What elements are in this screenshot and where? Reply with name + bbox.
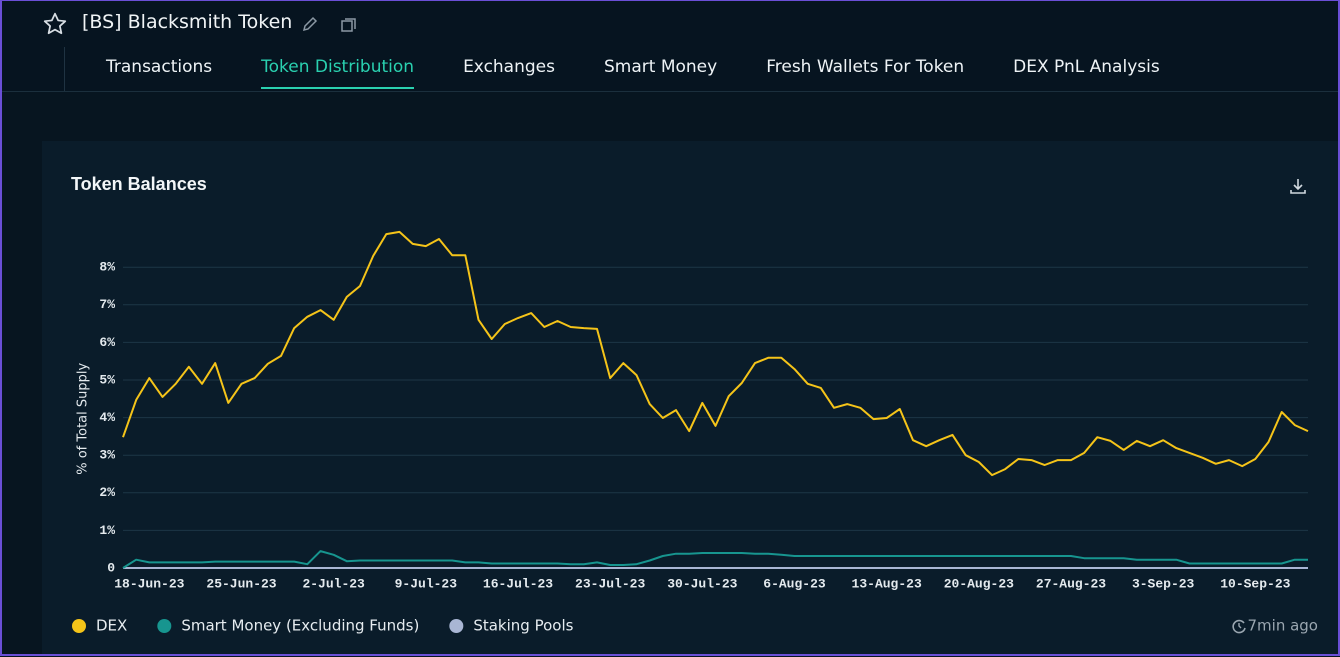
legend-dot [449,619,464,633]
chart-title: Token Balances [71,174,207,194]
x-tick-label: 20-Aug-23 [944,576,1014,591]
legend-label: Staking Pools [473,617,573,635]
y-tick-label: 2% [99,485,115,500]
tab-bar: Transactions Token Distribution Exchanges S… [64,47,1168,91]
data-line [122,230,1309,477]
refresh-hand [1238,623,1242,629]
x-tick-label: 30-Jul-23 [667,576,737,591]
x-tick-label: 13-Aug-23 [852,576,922,591]
legend-dot [157,619,172,633]
data-line [122,550,1308,569]
y-tick-label: 7% [99,297,115,312]
nav-tab[interactable]: Transactions [106,57,213,77]
x-tick-label: 16-Jul-23 [483,576,553,591]
y-tick-label: 0 [107,560,115,575]
legend-dot [72,619,86,633]
y-tick-label: 8% [99,260,115,275]
x-tick-label: 18-Jun-23 [114,576,184,591]
refresh-arc [1232,619,1246,634]
star-icon[interactable] [42,11,68,37]
y-tick-label: 3% [99,448,115,463]
x-tick-label: 23-Jul-23 [575,576,645,591]
nav-tab[interactable]: Exchanges [463,57,555,77]
x-tick-label: 27-Aug-23 [1036,576,1106,591]
nav-tab[interactable]: Fresh Wallets For Token [766,57,965,77]
y-tick-label: 1% [99,523,115,538]
nav-tab[interactable]: DEX PnL Analysis [1013,57,1160,77]
y-tick-label: 5% [99,372,115,387]
y-tick-label: 4% [99,410,115,425]
token-title: [BS] Blacksmith Token [82,11,293,33]
x-tick-label: 2-Jul-23 [302,576,365,591]
nav-tab[interactable]: Smart Money [604,57,718,77]
x-tick-label: 10-Sep-23 [1220,576,1290,591]
legend-label: Smart Money (Excluding Funds) [181,617,419,635]
updated-label: 7min ago [1248,617,1319,635]
refresh-icon [1232,619,1246,634]
legend-label: DEX [96,617,127,635]
edit-icon[interactable] [300,14,320,34]
copy-icon[interactable] [340,16,358,34]
y-axis-label: % of Total Supply [76,363,91,475]
download-icon[interactable] [1288,176,1308,196]
header: [BS] Blacksmith Token Transactions Token … [2,1,1338,92]
x-tick-label: 6-Aug-23 [763,576,826,591]
x-tick-label: 9-Jul-23 [395,576,458,591]
x-tick-label: 25-Jun-23 [206,576,276,591]
x-tick-label: 3-Sep-23 [1132,576,1195,591]
nav-tab[interactable]: Token Distribution [261,47,415,89]
y-tick-label: 6% [99,335,115,350]
